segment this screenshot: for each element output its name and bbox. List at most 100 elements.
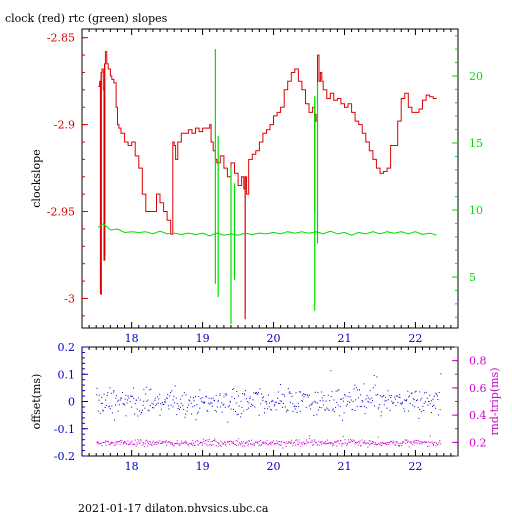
offset-point: [378, 406, 380, 408]
rtc-slope-series: [98, 223, 437, 237]
offset-point: [359, 406, 361, 407]
offset-point: [139, 410, 141, 412]
offset-point: [130, 396, 132, 398]
offset-point: [151, 402, 153, 404]
round-trip-point: [192, 440, 194, 442]
offset-point: [328, 409, 330, 411]
round-trip-point: [191, 443, 193, 445]
offset-point: [299, 410, 301, 412]
round-trip-point: [210, 440, 212, 442]
offset-point: [410, 393, 412, 395]
offset-point: [355, 387, 357, 389]
round-trip-point: [172, 444, 174, 446]
round-trip-point: [427, 441, 429, 443]
offset-point: [290, 393, 292, 394]
offset-point: [300, 391, 302, 393]
round-trip-point: [109, 443, 111, 445]
offset-point: [131, 406, 133, 408]
offset-point: [209, 403, 211, 405]
round-trip-point: [372, 442, 374, 444]
round-trip-point: [359, 440, 361, 442]
round-trip-point: [127, 440, 129, 442]
round-trip-point: [239, 442, 241, 444]
round-trip-point: [202, 442, 203, 444]
offset-point: [333, 399, 335, 401]
round-trip-point: [119, 444, 121, 446]
round-trip-point: [433, 442, 435, 444]
offset-point: [397, 395, 399, 397]
round-trip-point: [301, 442, 302, 444]
offset-point: [212, 397, 214, 399]
round-trip-point: [377, 436, 379, 438]
offset-point: [229, 400, 231, 402]
round-trip-point: [437, 444, 439, 446]
offset-point: [170, 404, 172, 406]
offset-point: [227, 421, 229, 423]
offset-point: [184, 416, 186, 418]
round-trip-point: [314, 439, 316, 441]
offset-point: [431, 412, 432, 414]
round-trip-point: [413, 440, 415, 442]
offset-point: [96, 394, 98, 396]
offset-point: [350, 399, 352, 401]
round-trip-point: [106, 440, 108, 442]
round-trip-point: [341, 445, 343, 447]
offset-point: [289, 391, 291, 393]
round-trip-point: [359, 442, 361, 444]
offset-point: [137, 415, 139, 417]
round-trip-point: [244, 445, 245, 447]
offset-point: [111, 405, 113, 407]
offset-point: [164, 399, 166, 401]
offset-point: [144, 407, 146, 409]
round-trip-point: [326, 439, 328, 441]
round-trip-point: [399, 445, 401, 446]
offset-point: [125, 395, 127, 396]
round-trip-point: [142, 441, 144, 443]
round-trip-point: [364, 440, 366, 442]
round-trip-point: [386, 444, 388, 445]
round-trip-point: [405, 443, 407, 444]
offset-point: [154, 397, 156, 399]
round-trip-point: [134, 439, 136, 441]
offset-point: [347, 400, 349, 402]
round-trip-point: [369, 444, 371, 446]
offset-point: [361, 406, 363, 408]
offset-point: [296, 412, 298, 413]
round-trip-point: [138, 440, 140, 442]
offset-point: [259, 388, 261, 390]
offset-point: [275, 409, 277, 411]
round-trip-point: [329, 443, 331, 445]
round-trip-point: [313, 444, 315, 446]
offset-point: [298, 391, 300, 393]
round-trip-point: [393, 442, 394, 444]
round-trip-point: [312, 444, 314, 446]
offset-point: [260, 403, 262, 405]
round-trip-point: [192, 445, 194, 447]
offset-point: [295, 406, 297, 407]
top-chart: 18 19 20 21 22 -2.85 -2.9 -2.95 -3 5 10 15 20 clocksl…: [30, 28, 483, 345]
round-trip-point: [276, 440, 278, 442]
offset-point: [307, 396, 309, 398]
round-trip-point: [354, 443, 356, 445]
offset-point: [145, 393, 147, 395]
round-trip-point: [165, 440, 167, 442]
offset-point: [393, 402, 395, 404]
offset-point: [375, 394, 377, 396]
offset-point: [412, 398, 414, 400]
offset-point: [338, 389, 340, 391]
offset-point: [399, 394, 401, 395]
round-trip-point: [114, 444, 116, 446]
round-trip-point: [391, 442, 393, 444]
round-trip-point: [335, 441, 337, 443]
round-trip-point: [170, 442, 172, 444]
offset-point: [326, 407, 328, 409]
round-trip-point: [188, 445, 190, 447]
round-trip-point: [371, 442, 373, 444]
round-trip-point: [379, 444, 381, 446]
offset-point: [254, 393, 256, 394]
round-trip-point: [191, 442, 192, 444]
offset-point: [217, 401, 219, 403]
offset-point: [359, 389, 360, 391]
offset-point: [141, 412, 142, 413]
round-trip-point: [182, 442, 184, 444]
